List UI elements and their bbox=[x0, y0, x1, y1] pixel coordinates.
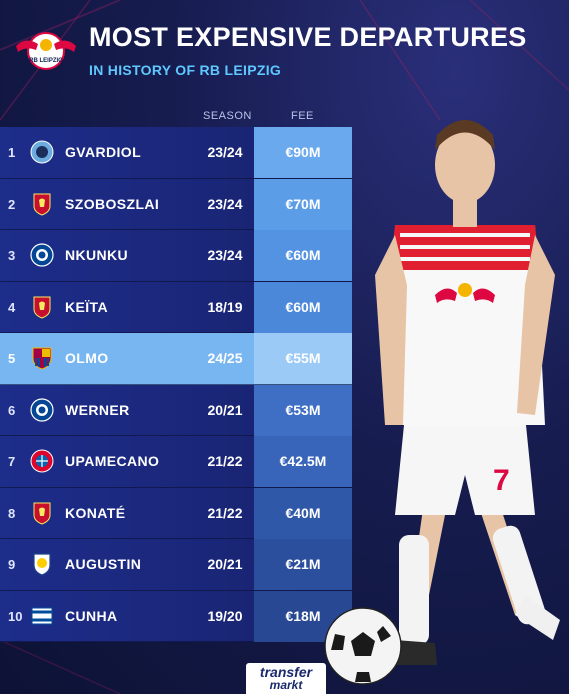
fee-value: €55M bbox=[254, 333, 352, 384]
rank-number: 7 bbox=[8, 454, 16, 469]
table-row: 1 GVARDIOL 23/24 €90M bbox=[0, 127, 352, 179]
table-row: 9 AUGUSTIN 20/21 €21M bbox=[0, 539, 352, 591]
fee-value: €21M bbox=[254, 539, 352, 590]
fee-value: €42.5M bbox=[254, 436, 352, 487]
fee-value: €53M bbox=[254, 384, 352, 436]
table-row: 3 NKUNKU 23/24 €60M bbox=[0, 230, 352, 282]
chelsea-crest-icon bbox=[30, 397, 54, 422]
fee-value: €60M bbox=[254, 230, 352, 281]
rank-number: 1 bbox=[8, 145, 16, 160]
rank-number: 4 bbox=[8, 299, 16, 315]
season-value: 20/21 bbox=[207, 401, 243, 418]
season-value: 23/24 bbox=[207, 195, 243, 212]
fee-value: €90M bbox=[254, 127, 352, 178]
table-row: 6 WERNER 20/21 €53M bbox=[0, 384, 352, 436]
season-value: 21/22 bbox=[207, 504, 243, 521]
hertha-crest-icon bbox=[30, 604, 54, 628]
player-name: OLMO bbox=[65, 350, 109, 366]
player-name: UPAMECANO bbox=[65, 453, 160, 469]
liverpool-crest-icon bbox=[30, 295, 54, 319]
season-value: 23/24 bbox=[207, 247, 243, 263]
manchester-city-crest-icon bbox=[30, 140, 54, 164]
table-row: 7 UPAMECANO 21/22 €42.5M bbox=[0, 436, 352, 488]
fee-column-header: FEE bbox=[291, 110, 314, 122]
season-value: 21/22 bbox=[207, 453, 243, 469]
rank-number: 10 bbox=[8, 608, 23, 624]
table-row: 5 OLMO 24/25 €55M bbox=[0, 333, 352, 385]
season-value: 20/21 bbox=[207, 556, 243, 572]
season-value: 19/20 bbox=[207, 607, 243, 624]
table-row: 8 KONATÉ 21/22 €40M bbox=[0, 487, 352, 539]
season-value: 23/24 bbox=[207, 144, 243, 160]
rb-leipzig-logo: RB LEIPZIG bbox=[16, 32, 76, 70]
chelsea-crest-icon bbox=[30, 243, 54, 267]
football bbox=[324, 607, 402, 685]
leeds-crest-icon bbox=[30, 552, 54, 576]
liverpool-crest-icon bbox=[30, 192, 54, 216]
player-name: AUGUSTIN bbox=[65, 556, 142, 572]
fee-value: €60M bbox=[254, 281, 352, 333]
brand-line2: markt bbox=[269, 678, 303, 692]
player-name: KONATÉ bbox=[65, 504, 126, 521]
player-name: SZOBOSZLAI bbox=[65, 195, 160, 212]
table-row: 4 KEÏTA 18/19 €60M bbox=[0, 281, 352, 333]
player-photo: 7 bbox=[375, 120, 560, 665]
player-name: CUNHA bbox=[65, 607, 118, 624]
season-column-header: SEASON bbox=[203, 110, 252, 122]
season-value: 18/19 bbox=[207, 298, 243, 315]
svg-text:RB LEIPZIG: RB LEIPZIG bbox=[29, 58, 63, 64]
player-name: WERNER bbox=[65, 401, 130, 418]
barcelona-crest-icon bbox=[30, 346, 54, 370]
jersey-number: 7 bbox=[493, 464, 510, 497]
transfermarkt-logo: transfer markt bbox=[246, 663, 326, 694]
table-row: 10 CUNHA 19/20 €18M bbox=[0, 590, 352, 642]
rank-number: 5 bbox=[8, 351, 16, 366]
bayern-crest-icon bbox=[30, 449, 54, 473]
player-name: NKUNKU bbox=[65, 247, 129, 263]
liverpool-crest-icon bbox=[30, 501, 54, 525]
page-title: MOST EXPENSIVE DEPARTURES bbox=[89, 22, 527, 52]
player-name: GVARDIOL bbox=[65, 144, 142, 160]
rank-number: 9 bbox=[8, 557, 16, 572]
rank-number: 2 bbox=[8, 196, 16, 212]
table-row: 2 SZOBOSZLAI 23/24 €70M bbox=[0, 178, 352, 230]
brand-line1: transfer bbox=[259, 664, 313, 680]
rank-number: 6 bbox=[8, 402, 16, 418]
fee-value: €70M bbox=[254, 178, 352, 230]
rank-number: 8 bbox=[8, 505, 16, 521]
fee-value: €40M bbox=[254, 487, 352, 539]
fee-value: €18M bbox=[254, 590, 352, 642]
page-subtitle: IN HISTORY OF RB LEIPZIG bbox=[89, 62, 282, 78]
rank-number: 3 bbox=[8, 248, 16, 263]
season-value: 24/25 bbox=[207, 350, 243, 366]
departures-table: 1 GVARDIOL 23/24 €90M 2 SZOBOSZLAI 23/24 €70M 3 N… bbox=[0, 127, 352, 642]
player-name: KEÏTA bbox=[65, 298, 108, 315]
